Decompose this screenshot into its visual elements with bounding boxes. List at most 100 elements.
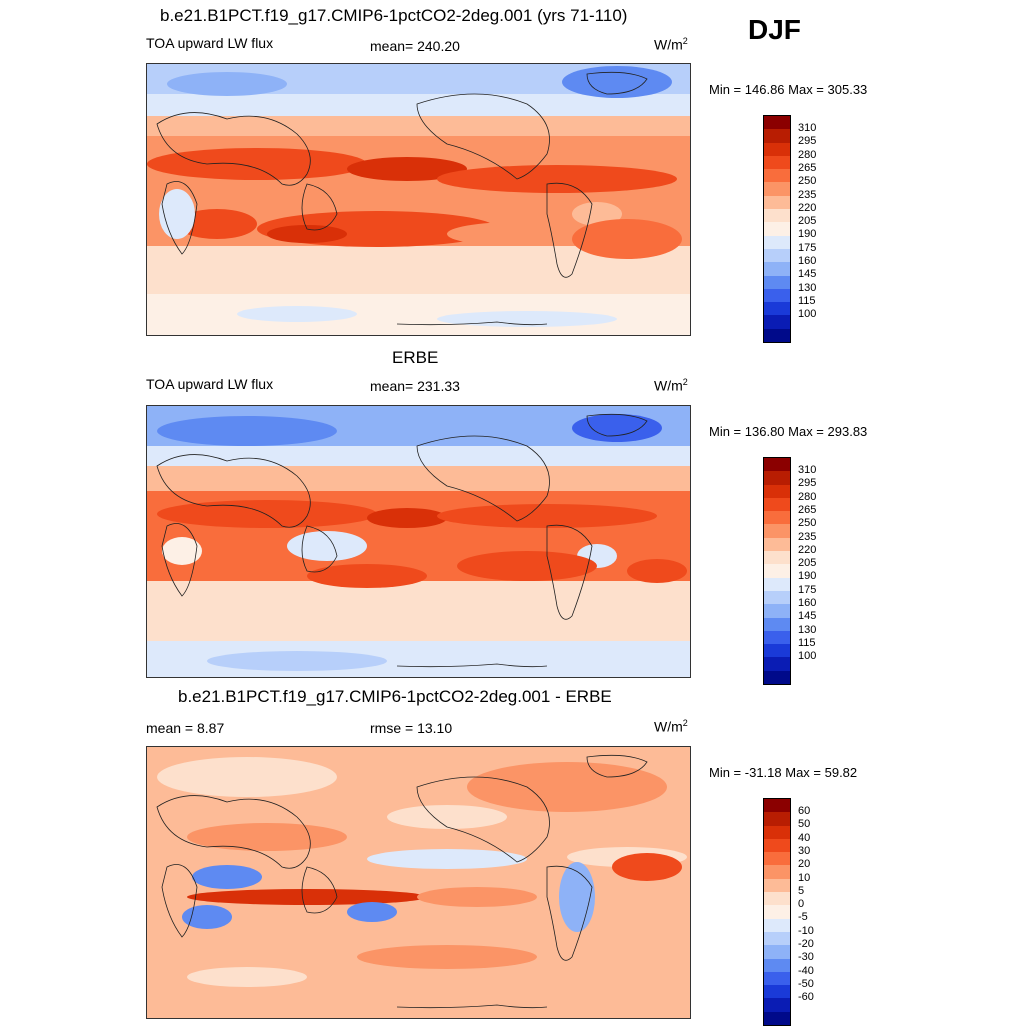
colorbar-tick-label: 40 (798, 831, 811, 844)
colorbar-tick-label: -50 (798, 977, 814, 990)
colorbar-swatch (764, 262, 790, 276)
colorbar-tick-label: 10 (798, 871, 811, 884)
colorbar-tick-label: -60 (798, 991, 814, 1004)
colorbar-tick-label: 115 (798, 294, 816, 307)
colorbar-swatch (764, 931, 790, 946)
colorbar-tick-label: 235 (798, 188, 817, 201)
colorbar-swatch (764, 328, 790, 343)
colorbar-swatch (764, 878, 790, 893)
colorbar-tick-label: 250 (798, 517, 817, 530)
panel3-minmax: Min = -31.18 Max = 59.82 (709, 765, 858, 780)
colorbar-tick-label: 250 (798, 175, 817, 188)
colorbar-swatch (764, 918, 790, 932)
panel2-colorbar-labels: 310 295 280 265 250 235 220 205 190 175 160 145 130 1… (798, 464, 838, 674)
colorbar-tick-label: 310 (798, 464, 817, 476)
colorbar-swatch (764, 302, 790, 316)
colorbar-swatch (764, 155, 790, 170)
colorbar-tick-label: 295 (798, 135, 817, 148)
colorbar-swatch (764, 524, 790, 538)
colorbar-swatch (764, 958, 790, 972)
colorbar-swatch (764, 670, 790, 685)
panel1-title: b.e21.B1PCT.f19_g17.CMIP6-1pctCO2-2deg.0… (160, 6, 628, 25)
colorbar-swatch (764, 497, 790, 512)
colorbar-swatch (764, 551, 790, 565)
colorbar-tick-label: 160 (798, 255, 817, 267)
colorbar-tick-label: 265 (798, 161, 817, 174)
panel3-mean-label: mean = 8.87 (146, 720, 225, 736)
colorbar-swatch (764, 275, 790, 289)
colorbar-tick-label: -30 (798, 951, 814, 964)
panel1-colorbar (763, 115, 791, 344)
colorbar-tick-label: 205 (798, 215, 817, 228)
colorbar-tick-label: 190 (798, 570, 817, 583)
panel1-colorbar-swatches (764, 116, 790, 343)
colorbar-swatch (764, 129, 790, 143)
colorbar-swatch (764, 590, 790, 605)
colorbar-swatch (764, 905, 790, 919)
colorbar-swatch (764, 812, 790, 826)
panel3-colorbar-swatches (764, 799, 790, 1026)
colorbar-tick-label: 310 (798, 122, 817, 134)
colorbar-tick-label: 5 (798, 884, 805, 897)
panel2-mean-label: mean= 231.33 (370, 378, 460, 394)
colorbar-tick-label: -20 (798, 938, 814, 950)
panel3-colorbar (763, 798, 791, 1026)
panel1-field-label: TOA upward LW flux (146, 35, 274, 51)
colorbar-tick-label: 295 (798, 477, 817, 490)
colorbar-swatch (764, 617, 790, 631)
panel2-colorbar (763, 457, 791, 686)
colorbar-tick-label: 160 (798, 597, 817, 609)
panel2-units: W/m2 (654, 377, 688, 394)
colorbar-tick-label: 280 (798, 148, 817, 161)
colorbar-swatch (764, 644, 790, 658)
colorbar-tick-label: 0 (798, 898, 805, 911)
colorbar-swatch (764, 1011, 790, 1026)
panel1-map (146, 63, 691, 336)
panel3-colorbar-labels: 60 50 40 30 20 10 5 0 -5 -10 -20 -30 -40 -50 -60 (798, 805, 838, 1015)
colorbar-swatch (764, 604, 790, 618)
colorbar-tick-label: 145 (798, 610, 817, 623)
colorbar-tick-label: -5 (798, 911, 808, 924)
panel3-units: W/m2 (654, 718, 688, 735)
colorbar-tick-label: 190 (798, 228, 817, 241)
colorbar-swatch (764, 169, 790, 183)
colorbar-swatch (764, 248, 790, 263)
panel1-minmax: Min = 146.86 Max = 305.33 (709, 82, 868, 97)
colorbar-tick-label: 130 (798, 623, 817, 636)
colorbar-tick-label: 60 (798, 805, 811, 817)
panel3-rmse-label: rmse = 13.10 (370, 720, 453, 736)
panel3-map (146, 746, 691, 1019)
colorbar-swatch (764, 511, 790, 525)
panel1-colorbar-labels: 310 295 280 265 250 235 220 205 190 175 160 145 130 1… (798, 122, 838, 332)
colorbar-swatch (764, 471, 790, 485)
colorbar-tick-label: 50 (798, 818, 811, 831)
colorbar-swatch (764, 852, 790, 866)
colorbar-tick-label: -10 (798, 924, 814, 937)
colorbar-swatch (764, 630, 790, 645)
colorbar-swatch (764, 799, 790, 813)
colorbar-tick-label: 30 (798, 844, 811, 857)
colorbar-swatch (764, 537, 790, 552)
colorbar-tick-label: 220 (798, 201, 817, 214)
colorbar-swatch (764, 288, 790, 303)
colorbar-tick-label: 100 (798, 308, 817, 321)
colorbar-swatch (764, 892, 790, 906)
colorbar-swatch (764, 577, 790, 591)
colorbar-swatch (764, 657, 790, 671)
colorbar-swatch (764, 235, 790, 249)
colorbar-tick-label: 130 (798, 281, 817, 294)
colorbar-swatch (764, 182, 790, 196)
colorbar-tick-label: 265 (798, 503, 817, 516)
colorbar-swatch (764, 195, 790, 210)
colorbar-swatch (764, 564, 790, 578)
panel2-map (146, 405, 691, 678)
panel3-title: b.e21.B1PCT.f19_g17.CMIP6-1pctCO2-2deg.0… (178, 687, 612, 706)
panel2-field-label: TOA upward LW flux (146, 376, 274, 392)
colorbar-swatch (764, 865, 790, 879)
colorbar-tick-label: 175 (798, 241, 817, 254)
colorbar-tick-label: 20 (798, 858, 811, 871)
colorbar-tick-label: 235 (798, 530, 817, 543)
colorbar-swatch (764, 998, 790, 1012)
colorbar-swatch (764, 484, 790, 498)
colorbar-tick-label: 280 (798, 490, 817, 503)
